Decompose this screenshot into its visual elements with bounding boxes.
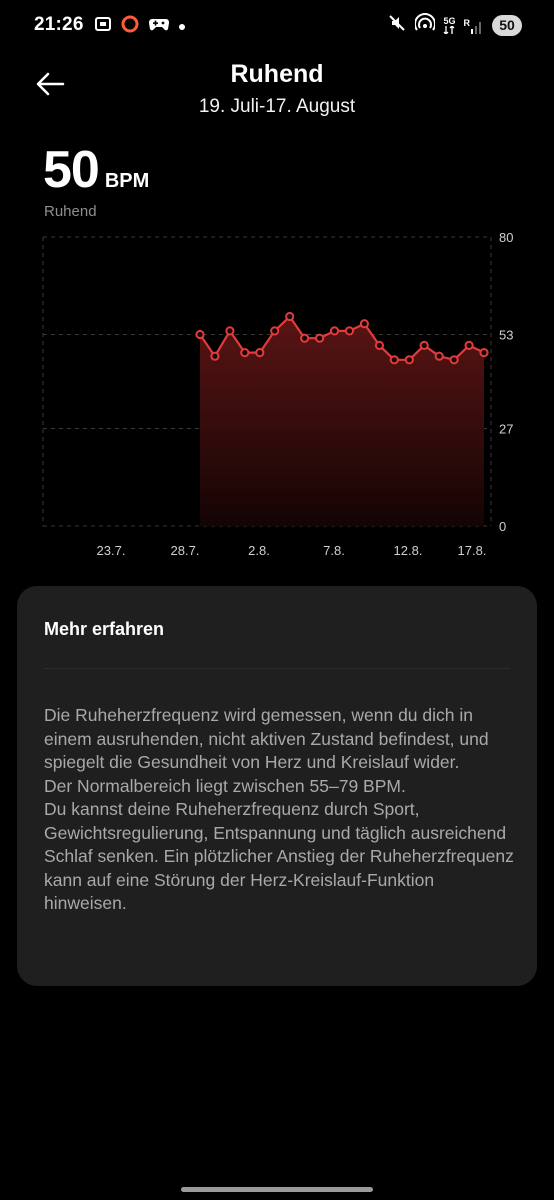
network-type-label: 5G <box>443 16 456 26</box>
y-tick-label: 80 <box>499 230 513 245</box>
x-tick-label: 17.8. <box>458 543 487 558</box>
x-tick-label: 28.7. <box>171 543 200 558</box>
info-paragraph: Die Ruheherzfrequenz wird gemessen, wenn… <box>44 705 489 772</box>
status-bar: 21:26 5G R 50 <box>0 0 554 52</box>
status-time: 21:26 <box>34 14 84 35</box>
data-point <box>195 329 205 340</box>
x-tick-label: 12.8. <box>394 543 423 558</box>
y-tick-label: 0 <box>499 519 506 534</box>
page-title: Ruhend <box>230 60 324 88</box>
data-point <box>434 351 444 361</box>
status-left-icons <box>94 14 186 39</box>
info-paragraph: Du kannst deine Ruheherzfrequenz durch S… <box>44 799 514 913</box>
heart-rate-chart[interactable]: 80 53 27 0 23.7. 28.7. 2.8. 7.8. 12.8. 17.8. <box>0 225 554 570</box>
info-title: Mehr erfahren <box>44 619 165 639</box>
info-text: Die Ruheherzfrequenz wird gemessen, wenn… <box>44 704 519 916</box>
y-tick-label: 53 <box>499 328 513 343</box>
data-point <box>344 326 355 336</box>
metric-label: Ruhend <box>44 203 97 220</box>
data-point <box>255 348 265 358</box>
battery-indicator: 50 <box>492 15 522 36</box>
status-right-icons: 5G R 50 <box>387 13 522 38</box>
record-icon <box>120 14 140 39</box>
data-point <box>315 333 325 343</box>
game-controller-icon <box>148 15 170 38</box>
data-point <box>359 319 369 329</box>
info-card: Mehr erfahren Die Ruheherzfrequenz wird … <box>17 586 537 986</box>
notification-dot-icon <box>178 18 186 36</box>
data-point <box>210 351 220 361</box>
data-point <box>240 348 250 358</box>
roaming-label: R <box>463 17 471 28</box>
heart-rate-unit: BPM <box>104 170 150 192</box>
x-tick-label: 2.8. <box>248 543 270 558</box>
hotspot-icon <box>414 13 437 38</box>
metric-summary: 50 BPM <box>43 140 149 200</box>
home-indicator[interactable] <box>181 1187 373 1192</box>
heart-rate-value: 50 <box>43 141 100 199</box>
arrow-left-icon <box>36 72 65 96</box>
screenshot-icon <box>94 15 112 38</box>
data-point <box>419 340 429 351</box>
data-point <box>285 311 295 322</box>
data-point <box>225 326 235 336</box>
x-tick-label: 7.8. <box>323 543 345 558</box>
data-point <box>300 333 310 343</box>
data-point <box>270 326 280 336</box>
data-point <box>374 340 384 351</box>
divider <box>44 668 510 669</box>
data-point <box>464 340 474 351</box>
y-tick-label: 27 <box>499 421 513 436</box>
signal-icon <box>471 21 481 34</box>
data-point <box>329 326 340 336</box>
network-indicator: 5G <box>443 16 456 34</box>
back-button[interactable] <box>30 66 70 102</box>
data-point <box>389 355 399 365</box>
data-point <box>449 355 459 365</box>
date-range: 19. Juli-17. August <box>198 96 356 117</box>
area-fill <box>200 316 484 526</box>
data-point <box>479 348 489 358</box>
info-paragraph: Der Normalbereich liegt zwischen 55–79 B… <box>44 775 406 796</box>
data-point <box>404 355 414 365</box>
x-tick-label: 23.7. <box>97 543 126 558</box>
mute-icon <box>387 13 407 38</box>
signal-indicator: R <box>464 18 485 34</box>
